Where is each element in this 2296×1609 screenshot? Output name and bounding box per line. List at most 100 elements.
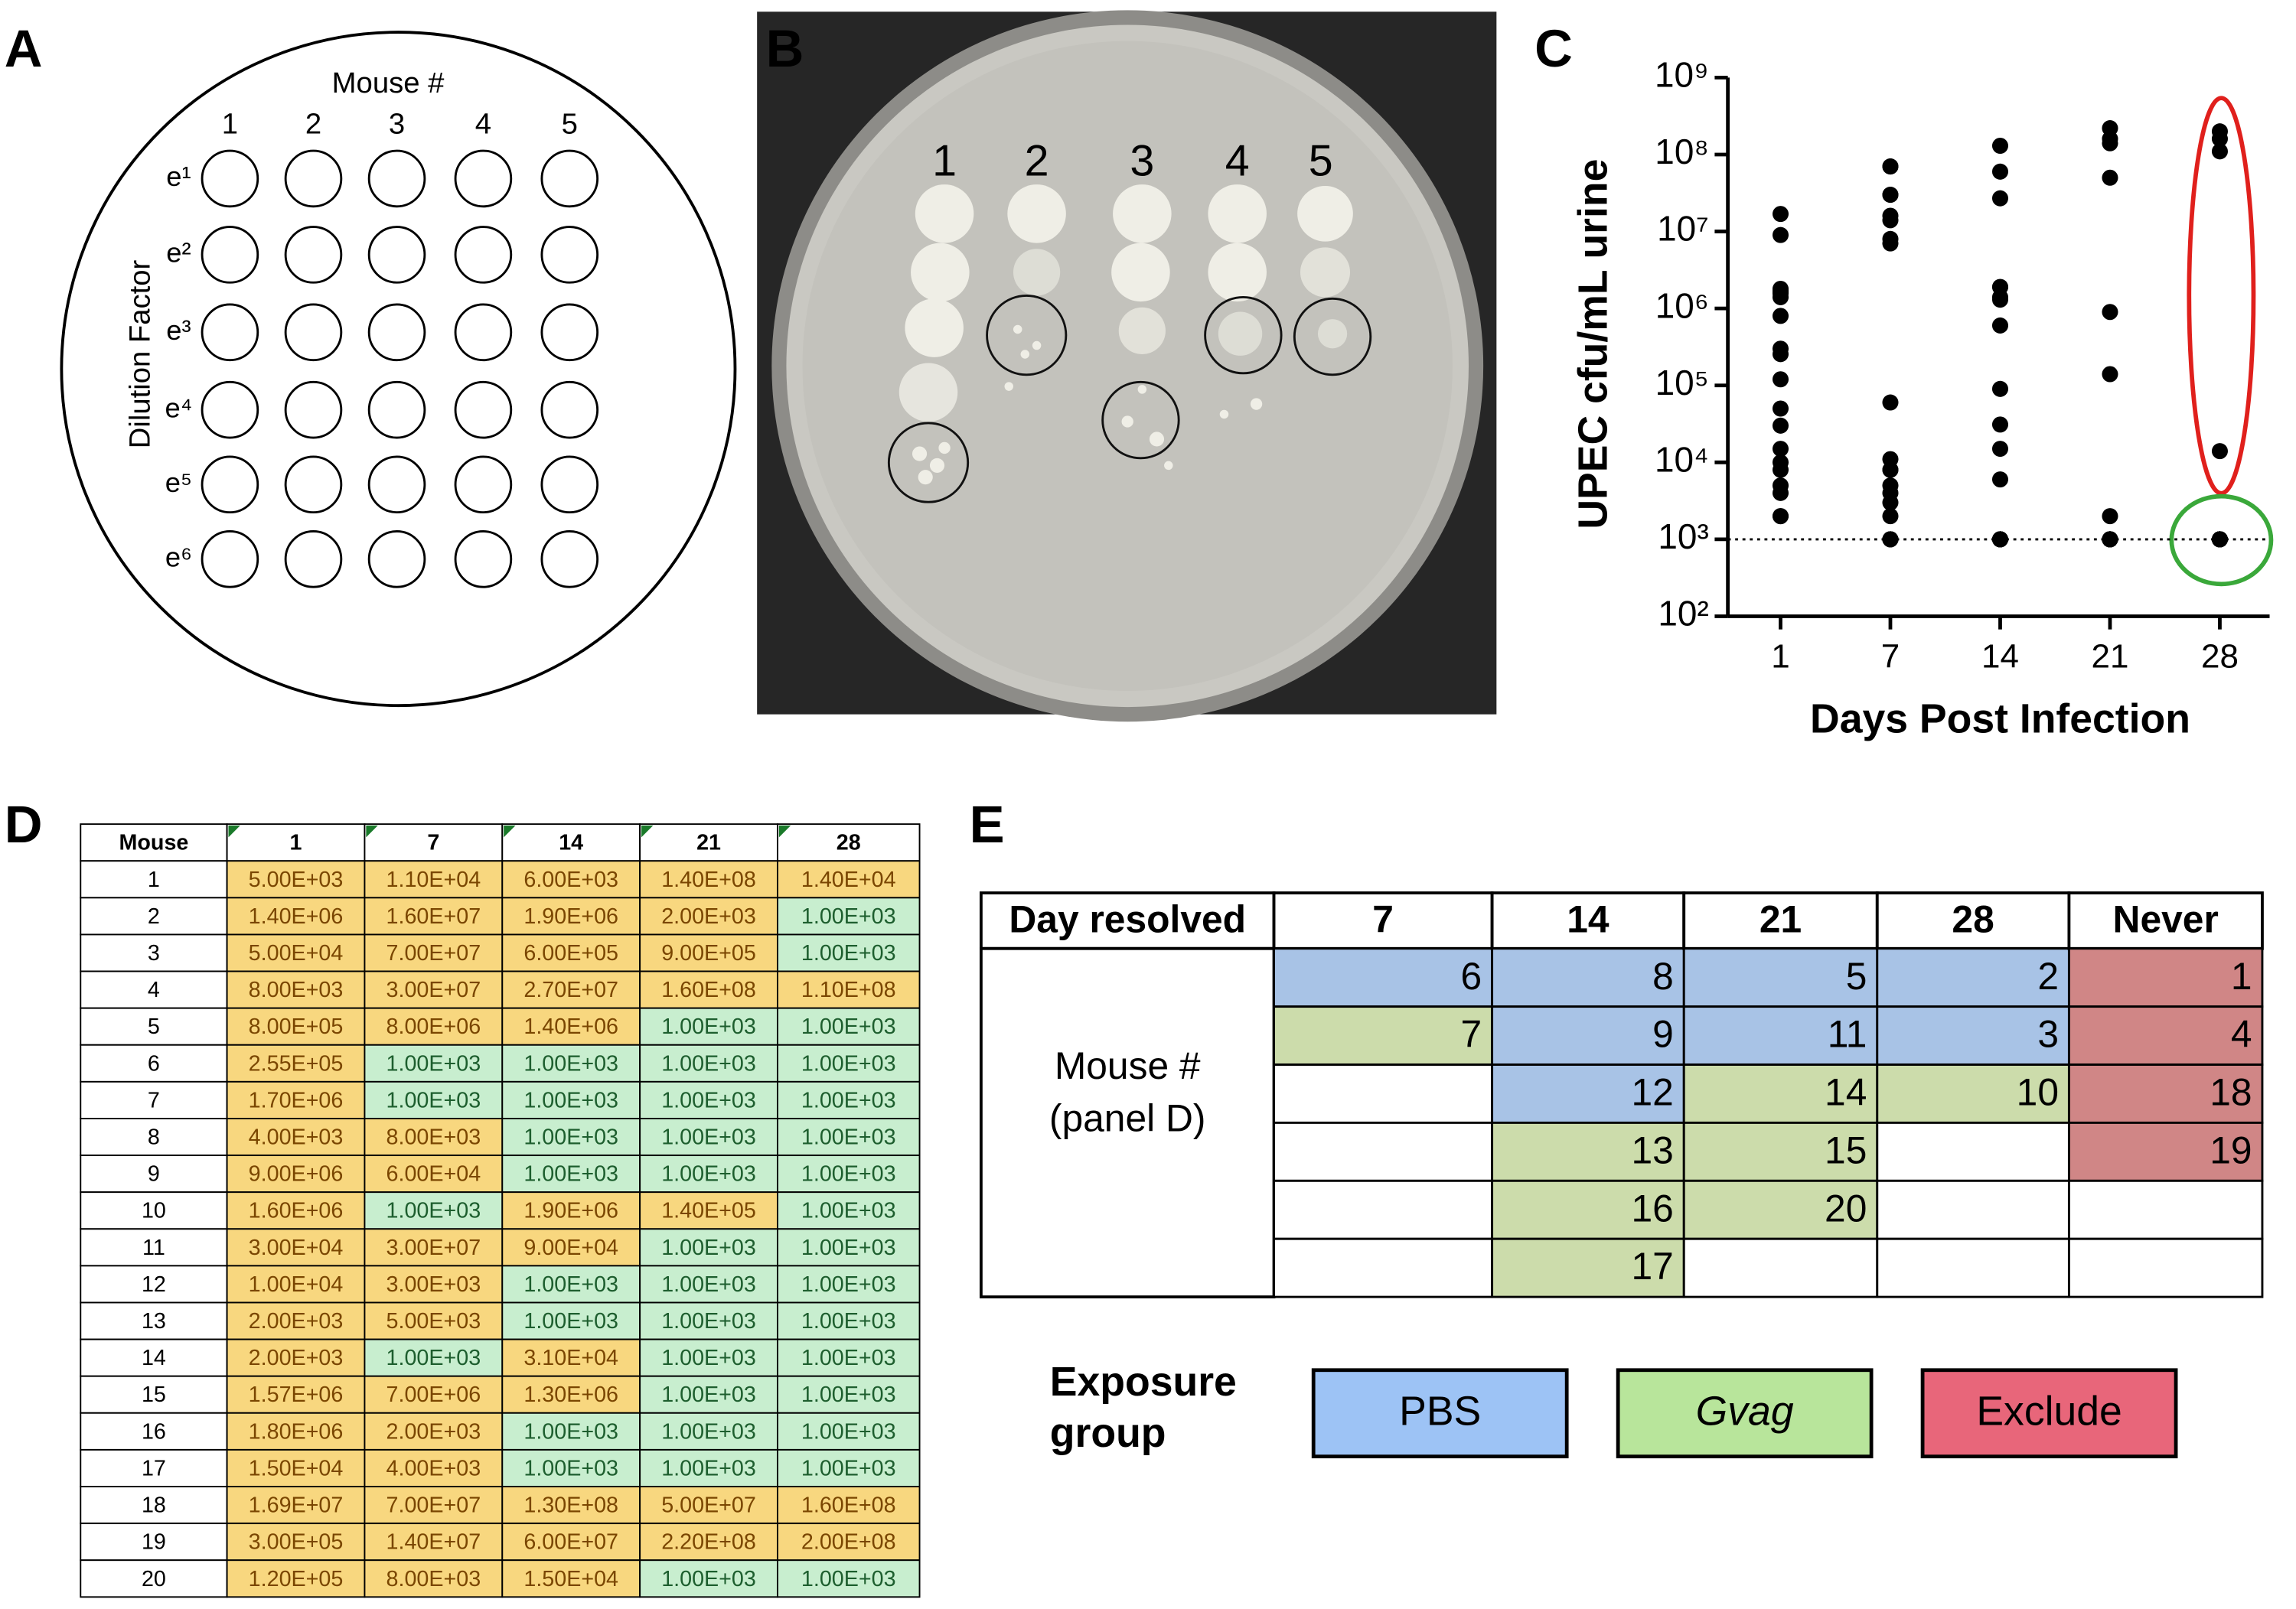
plate-column-label: 4 — [1225, 136, 1250, 185]
cell-text: 1.00E+03 — [661, 1162, 756, 1187]
cell-text: 10 — [142, 1199, 166, 1223]
y-tick-label: 10² — [1658, 594, 1708, 634]
spot-circle — [540, 303, 599, 362]
plate-outline — [60, 31, 737, 708]
cell-text: 4.00E+03 — [249, 1125, 344, 1150]
cell-text: 1.10E+08 — [801, 978, 896, 1002]
data-point — [2102, 508, 2118, 525]
data-point — [2102, 304, 2118, 321]
cell-text: 8.00E+03 — [249, 978, 344, 1002]
data-point — [2102, 366, 2118, 383]
cell-text: 12 — [1632, 1071, 1674, 1114]
table-cell — [226, 1486, 366, 1525]
table-cell — [364, 860, 504, 899]
table-cell — [226, 1559, 366, 1598]
cell-text: 1.00E+03 — [801, 1088, 896, 1112]
spot-circle — [540, 380, 599, 439]
cell-text: 8.00E+03 — [386, 1567, 481, 1591]
spot-circle — [284, 380, 343, 439]
table-cell — [777, 1338, 921, 1377]
mouse-number: 5 — [562, 108, 578, 141]
cell-text: 7 — [1461, 1013, 1482, 1056]
header-text: 21 — [696, 831, 721, 855]
table-cell — [1273, 1121, 1494, 1182]
cell-text: 6.00E+04 — [386, 1162, 481, 1187]
cell-text: 1.40E+06 — [249, 904, 344, 929]
cell-text: 1.00E+03 — [801, 1199, 896, 1223]
panel-label: D — [5, 795, 43, 854]
cell-text: 2.20E+08 — [661, 1530, 756, 1555]
cell-text: 5.00E+03 — [249, 868, 344, 892]
dilution-label: e¹ — [166, 161, 191, 192]
cell-text: 1.00E+03 — [661, 1456, 756, 1480]
row-label: Mouse # — [1055, 1044, 1201, 1087]
y-tick-label: 10⁴ — [1655, 439, 1709, 479]
cell-text: 1.30E+08 — [523, 1493, 618, 1518]
cell-text: 1.50E+04 — [523, 1567, 618, 1591]
cell-text: 1.50E+04 — [249, 1456, 344, 1480]
spot-circle — [367, 226, 426, 284]
cell-text: 1.60E+06 — [249, 1199, 344, 1223]
cell-text: 1.00E+03 — [801, 1567, 896, 1591]
cell-text: 3.10E+04 — [523, 1346, 618, 1370]
cell-text: 10 — [2017, 1071, 2059, 1114]
data-point — [1991, 317, 2009, 334]
cell-text: 15 — [142, 1383, 166, 1407]
cell-text: 9 — [1652, 1013, 1674, 1056]
cell-text: 1.00E+03 — [801, 1125, 896, 1150]
plate-column-label: 3 — [1130, 136, 1154, 185]
cell-text: 8 — [1652, 955, 1674, 998]
cell-text: 1.00E+04 — [249, 1272, 344, 1297]
cell-text: 1.90E+06 — [523, 904, 618, 929]
y-tick-label: 10⁵ — [1655, 363, 1709, 402]
table-cell — [226, 1228, 366, 1267]
table-cell — [2067, 1179, 2264, 1240]
cell-text: 14 — [1825, 1071, 1867, 1114]
cell-text: 1.40E+04 — [801, 868, 896, 892]
cell-text: 1.00E+03 — [386, 1088, 481, 1112]
cell-text: 1.00E+03 — [523, 1456, 618, 1480]
cell-text: 1.00E+03 — [661, 1015, 756, 1039]
cell-text: 1.00E+03 — [386, 1346, 481, 1370]
header-cell — [2067, 891, 2264, 950]
table-cell — [364, 1559, 504, 1598]
table-cell — [364, 1080, 504, 1119]
panel-label: A — [5, 19, 43, 78]
table-cell — [639, 1118, 778, 1157]
cell-text: 3.00E+05 — [249, 1530, 344, 1555]
cell-text: 1.00E+03 — [523, 1162, 618, 1187]
table-cell — [226, 1007, 366, 1046]
cell-text: 2.00E+03 — [661, 904, 756, 929]
table-cell — [364, 933, 504, 972]
cell-text: 1.00E+03 — [801, 1015, 896, 1039]
cell-text: 2.00E+03 — [249, 1346, 344, 1370]
x-tick-label: 21 — [2092, 638, 2129, 676]
table-cell — [1491, 1005, 1685, 1066]
cell-text: 3.00E+04 — [249, 1236, 344, 1260]
data-point — [1772, 400, 1789, 417]
cell-text: 1.00E+03 — [801, 1051, 896, 1076]
header-text: 21 — [1760, 897, 1802, 940]
table-cell — [1682, 1179, 1879, 1240]
table-cell — [2067, 1121, 2264, 1182]
table-cell — [226, 1080, 366, 1119]
plate-photo — [757, 10, 1497, 722]
data-point — [1772, 371, 1789, 388]
cell-text: 15 — [1825, 1129, 1867, 1171]
cell-text: 1.00E+03 — [661, 1309, 756, 1334]
cell-text: 8.00E+03 — [386, 1125, 481, 1150]
cell-text: 1.00E+03 — [661, 1125, 756, 1150]
spot-circle — [367, 530, 426, 588]
panel-label: E — [970, 795, 1005, 854]
legend-title: group — [1050, 1411, 1166, 1456]
table-cell — [1491, 947, 1685, 1008]
y-axis-label: UPEC cfu/mL urine — [1571, 159, 1616, 529]
table-cell — [80, 860, 228, 899]
data-point — [1991, 531, 2009, 548]
data-point — [1991, 278, 2009, 295]
cell-text: 6.00E+03 — [523, 868, 618, 892]
header-text: 1 — [290, 831, 302, 855]
table-cell — [1273, 1063, 1494, 1124]
cell-text: 9.00E+04 — [523, 1236, 618, 1260]
